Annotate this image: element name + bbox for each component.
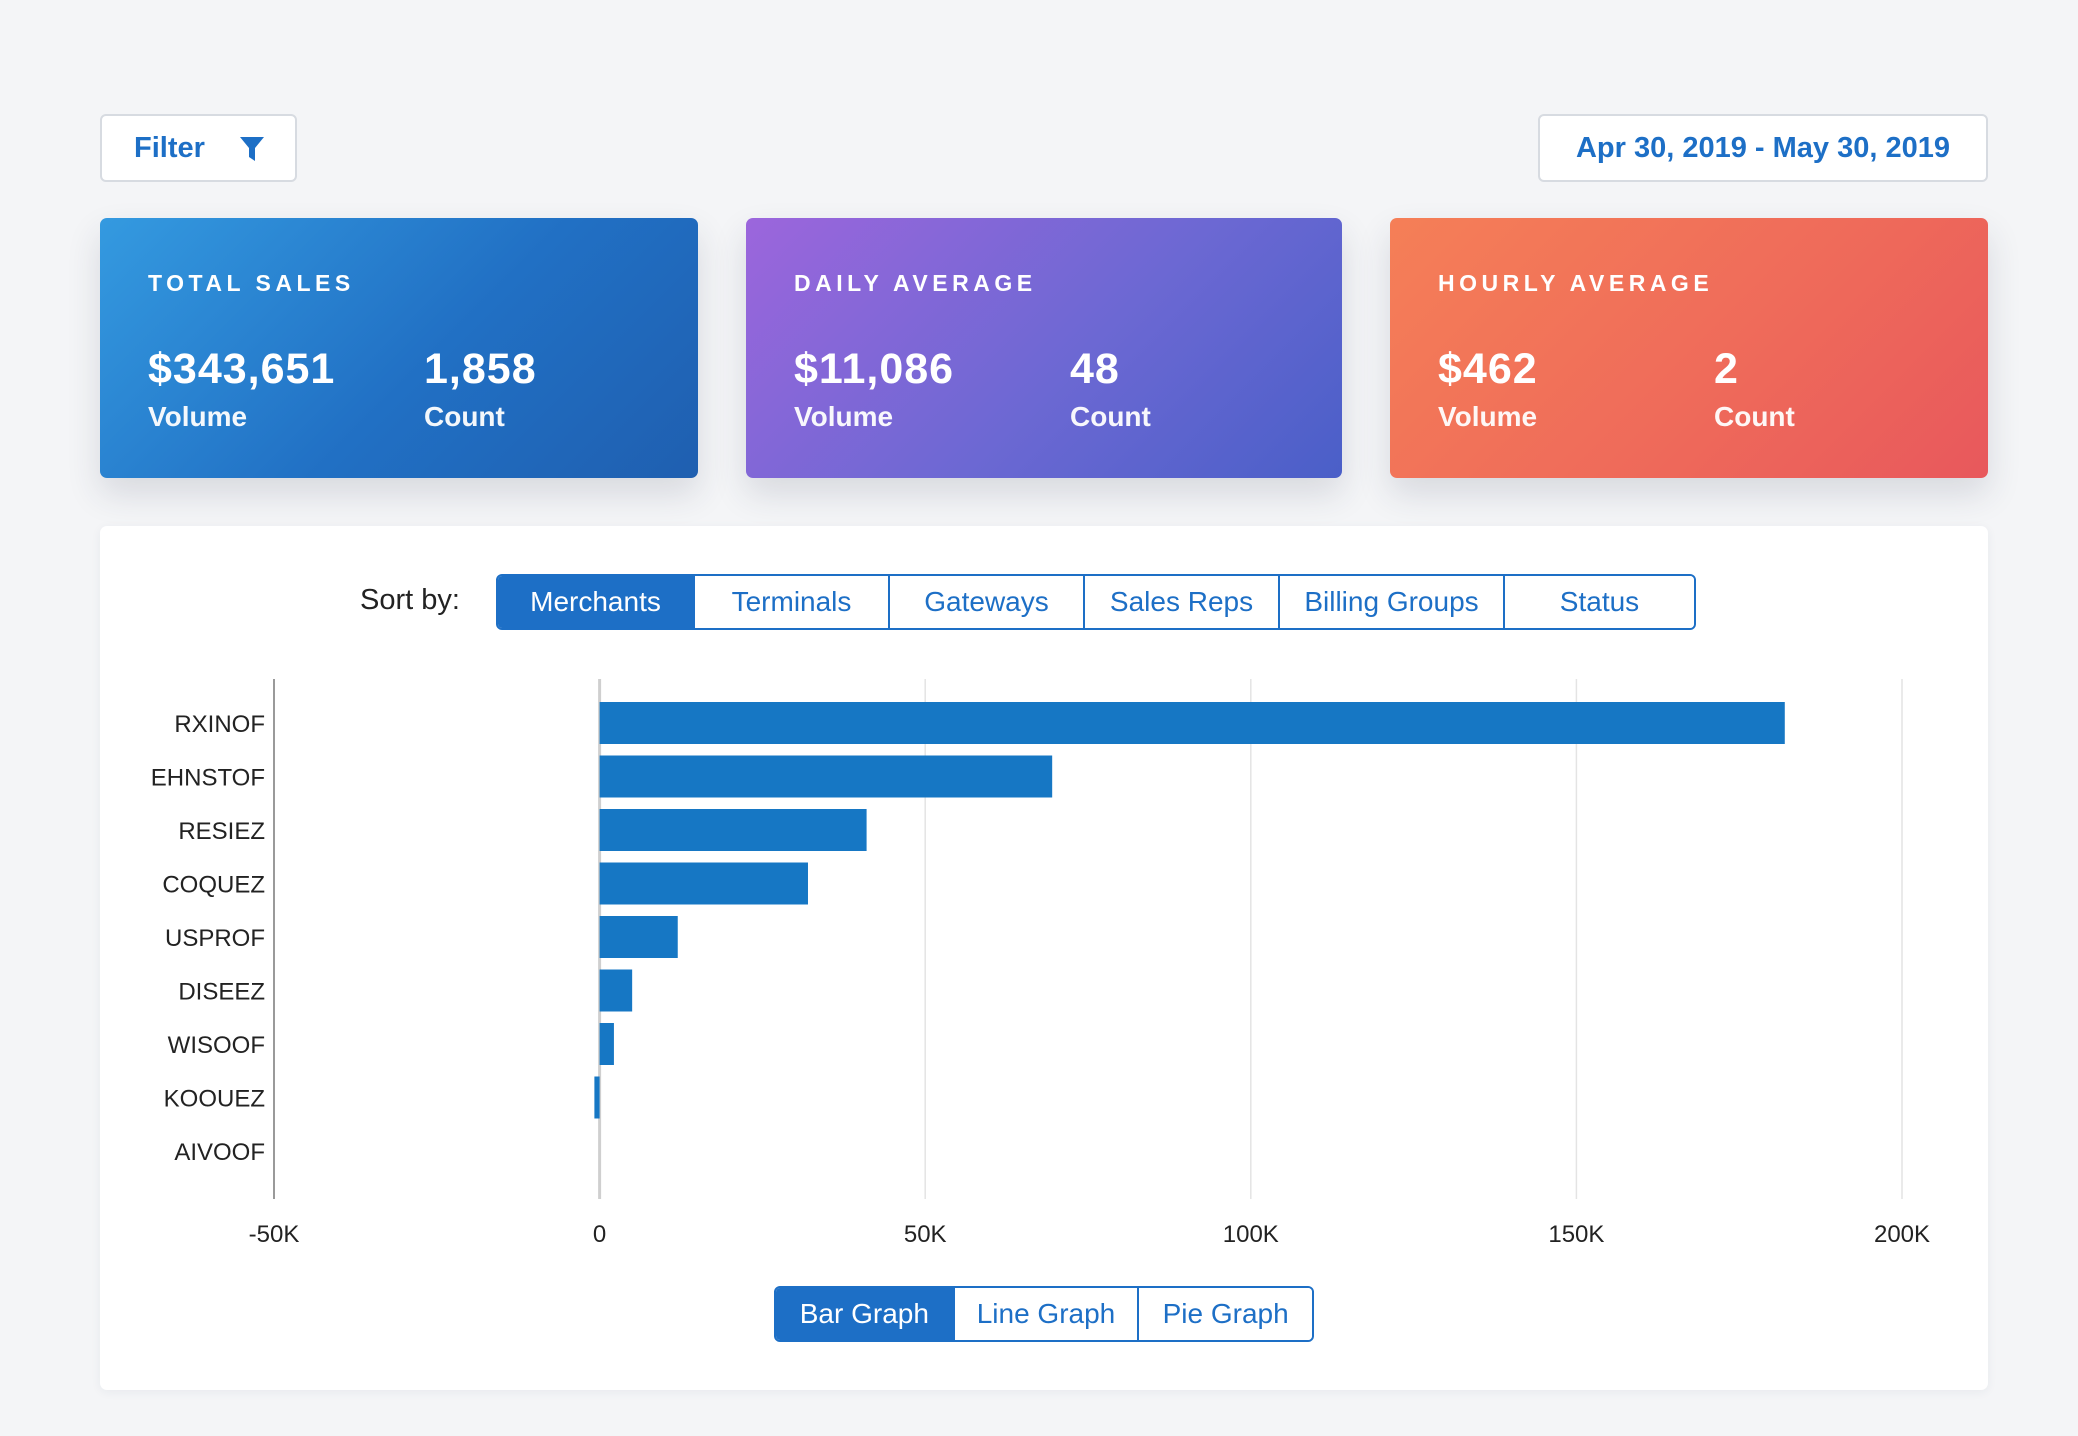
graph-option-pie[interactable]: Pie Graph (1137, 1288, 1312, 1340)
count-stat: 48 Count (1070, 348, 1151, 433)
bar (599, 1023, 614, 1065)
count-label: Count (1714, 401, 1795, 432)
category-label: USPROF (165, 925, 265, 952)
card-title: DAILY AVERAGE (794, 270, 1037, 296)
count-stat: 1,858 Count (424, 348, 537, 433)
volume-stat: $462 Volume (1438, 348, 1538, 433)
graph-option-line[interactable]: Line Graph (952, 1288, 1138, 1340)
sort-option-merchants[interactable]: Merchants (498, 576, 693, 628)
tick-label: 150K (1548, 1221, 1604, 1248)
count-value: 48 (1070, 345, 1120, 393)
sort-option-billing-groups[interactable]: Billing Groups (1278, 576, 1503, 628)
graph-type-tabs: Bar Graph Line Graph Pie Graph (774, 1286, 1314, 1342)
date-range-label: Apr 30, 2019 - May 30, 2019 (1575, 131, 1950, 164)
bar (599, 969, 633, 1012)
date-range-picker[interactable]: Apr 30, 2019 - May 30, 2019 (1538, 114, 1988, 182)
card-title: TOTAL SALES (148, 270, 355, 296)
sort-option-terminals[interactable]: Terminals (693, 576, 888, 628)
filter-label: Filter (134, 131, 205, 164)
tick-label: 50K (904, 1221, 947, 1248)
count-label: Count (1070, 401, 1151, 432)
category-label: KOOUEZ (164, 1086, 265, 1113)
bar (599, 755, 1053, 798)
category-label: RESIEZ (178, 818, 265, 845)
volume-stat: $11,086 Volume (794, 348, 954, 433)
tick-label: -50K (249, 1221, 300, 1248)
bar (599, 916, 678, 958)
category-label: WISOOF (168, 1032, 265, 1059)
volume-stat: $343,651 Volume (148, 348, 335, 433)
bar (599, 809, 867, 851)
sort-by-label: Sort by: (360, 584, 460, 616)
count-stat: 2 Count (1714, 348, 1795, 433)
bar (594, 1076, 600, 1119)
sort-option-sales-reps[interactable]: Sales Reps (1083, 576, 1278, 628)
category-label: EHNSTOF (151, 765, 265, 792)
merchant-bar-chart: RXINOF EHNSTOF RESIEZ COQUEZ USPROF DISEEZ WIS… (151, 679, 1930, 1248)
volume-label: Volume (794, 401, 894, 432)
count-value: 1,858 (424, 345, 537, 393)
volume-label: Volume (148, 401, 248, 432)
category-label: AIVOOF (174, 1139, 265, 1166)
sort-option-status[interactable]: Status (1503, 576, 1694, 628)
daily-average-card: DAILY AVERAGE $11,086 Volume 48 Count (746, 218, 1342, 478)
tick-label: 100K (1223, 1221, 1279, 1248)
filter-icon (240, 137, 264, 161)
bar (599, 862, 808, 905)
category-label: DISEEZ (178, 979, 265, 1006)
graph-option-bar[interactable]: Bar Graph (776, 1288, 953, 1340)
hourly-average-card: HOURLY AVERAGE $462 Volume 2 Count (1390, 218, 1988, 478)
tick-label: 0 (593, 1221, 606, 1248)
tick-label: 200K (1874, 1221, 1930, 1248)
filter-button[interactable]: Filter (100, 114, 297, 182)
card-title: HOURLY AVERAGE (1438, 270, 1714, 296)
volume-label: Volume (1438, 401, 1538, 432)
total-sales-card: TOTAL SALES $343,651 Volume 1,858 Count (100, 218, 698, 478)
count-value: 2 (1714, 345, 1739, 393)
volume-value: $462 (1438, 345, 1538, 393)
category-label: COQUEZ (162, 872, 265, 899)
volume-value: $11,086 (794, 345, 955, 393)
sort-by-tabs: Merchants Terminals Gateways Sales Reps … (496, 574, 1696, 630)
sort-option-gateways[interactable]: Gateways (888, 576, 1083, 628)
volume-value: $343,651 (148, 345, 336, 393)
category-label: RXINOF (174, 711, 265, 738)
bar (599, 702, 1785, 744)
count-label: Count (424, 401, 505, 432)
chart-panel: Sort by: Merchants Terminals Gateways Sa… (100, 526, 1988, 1390)
